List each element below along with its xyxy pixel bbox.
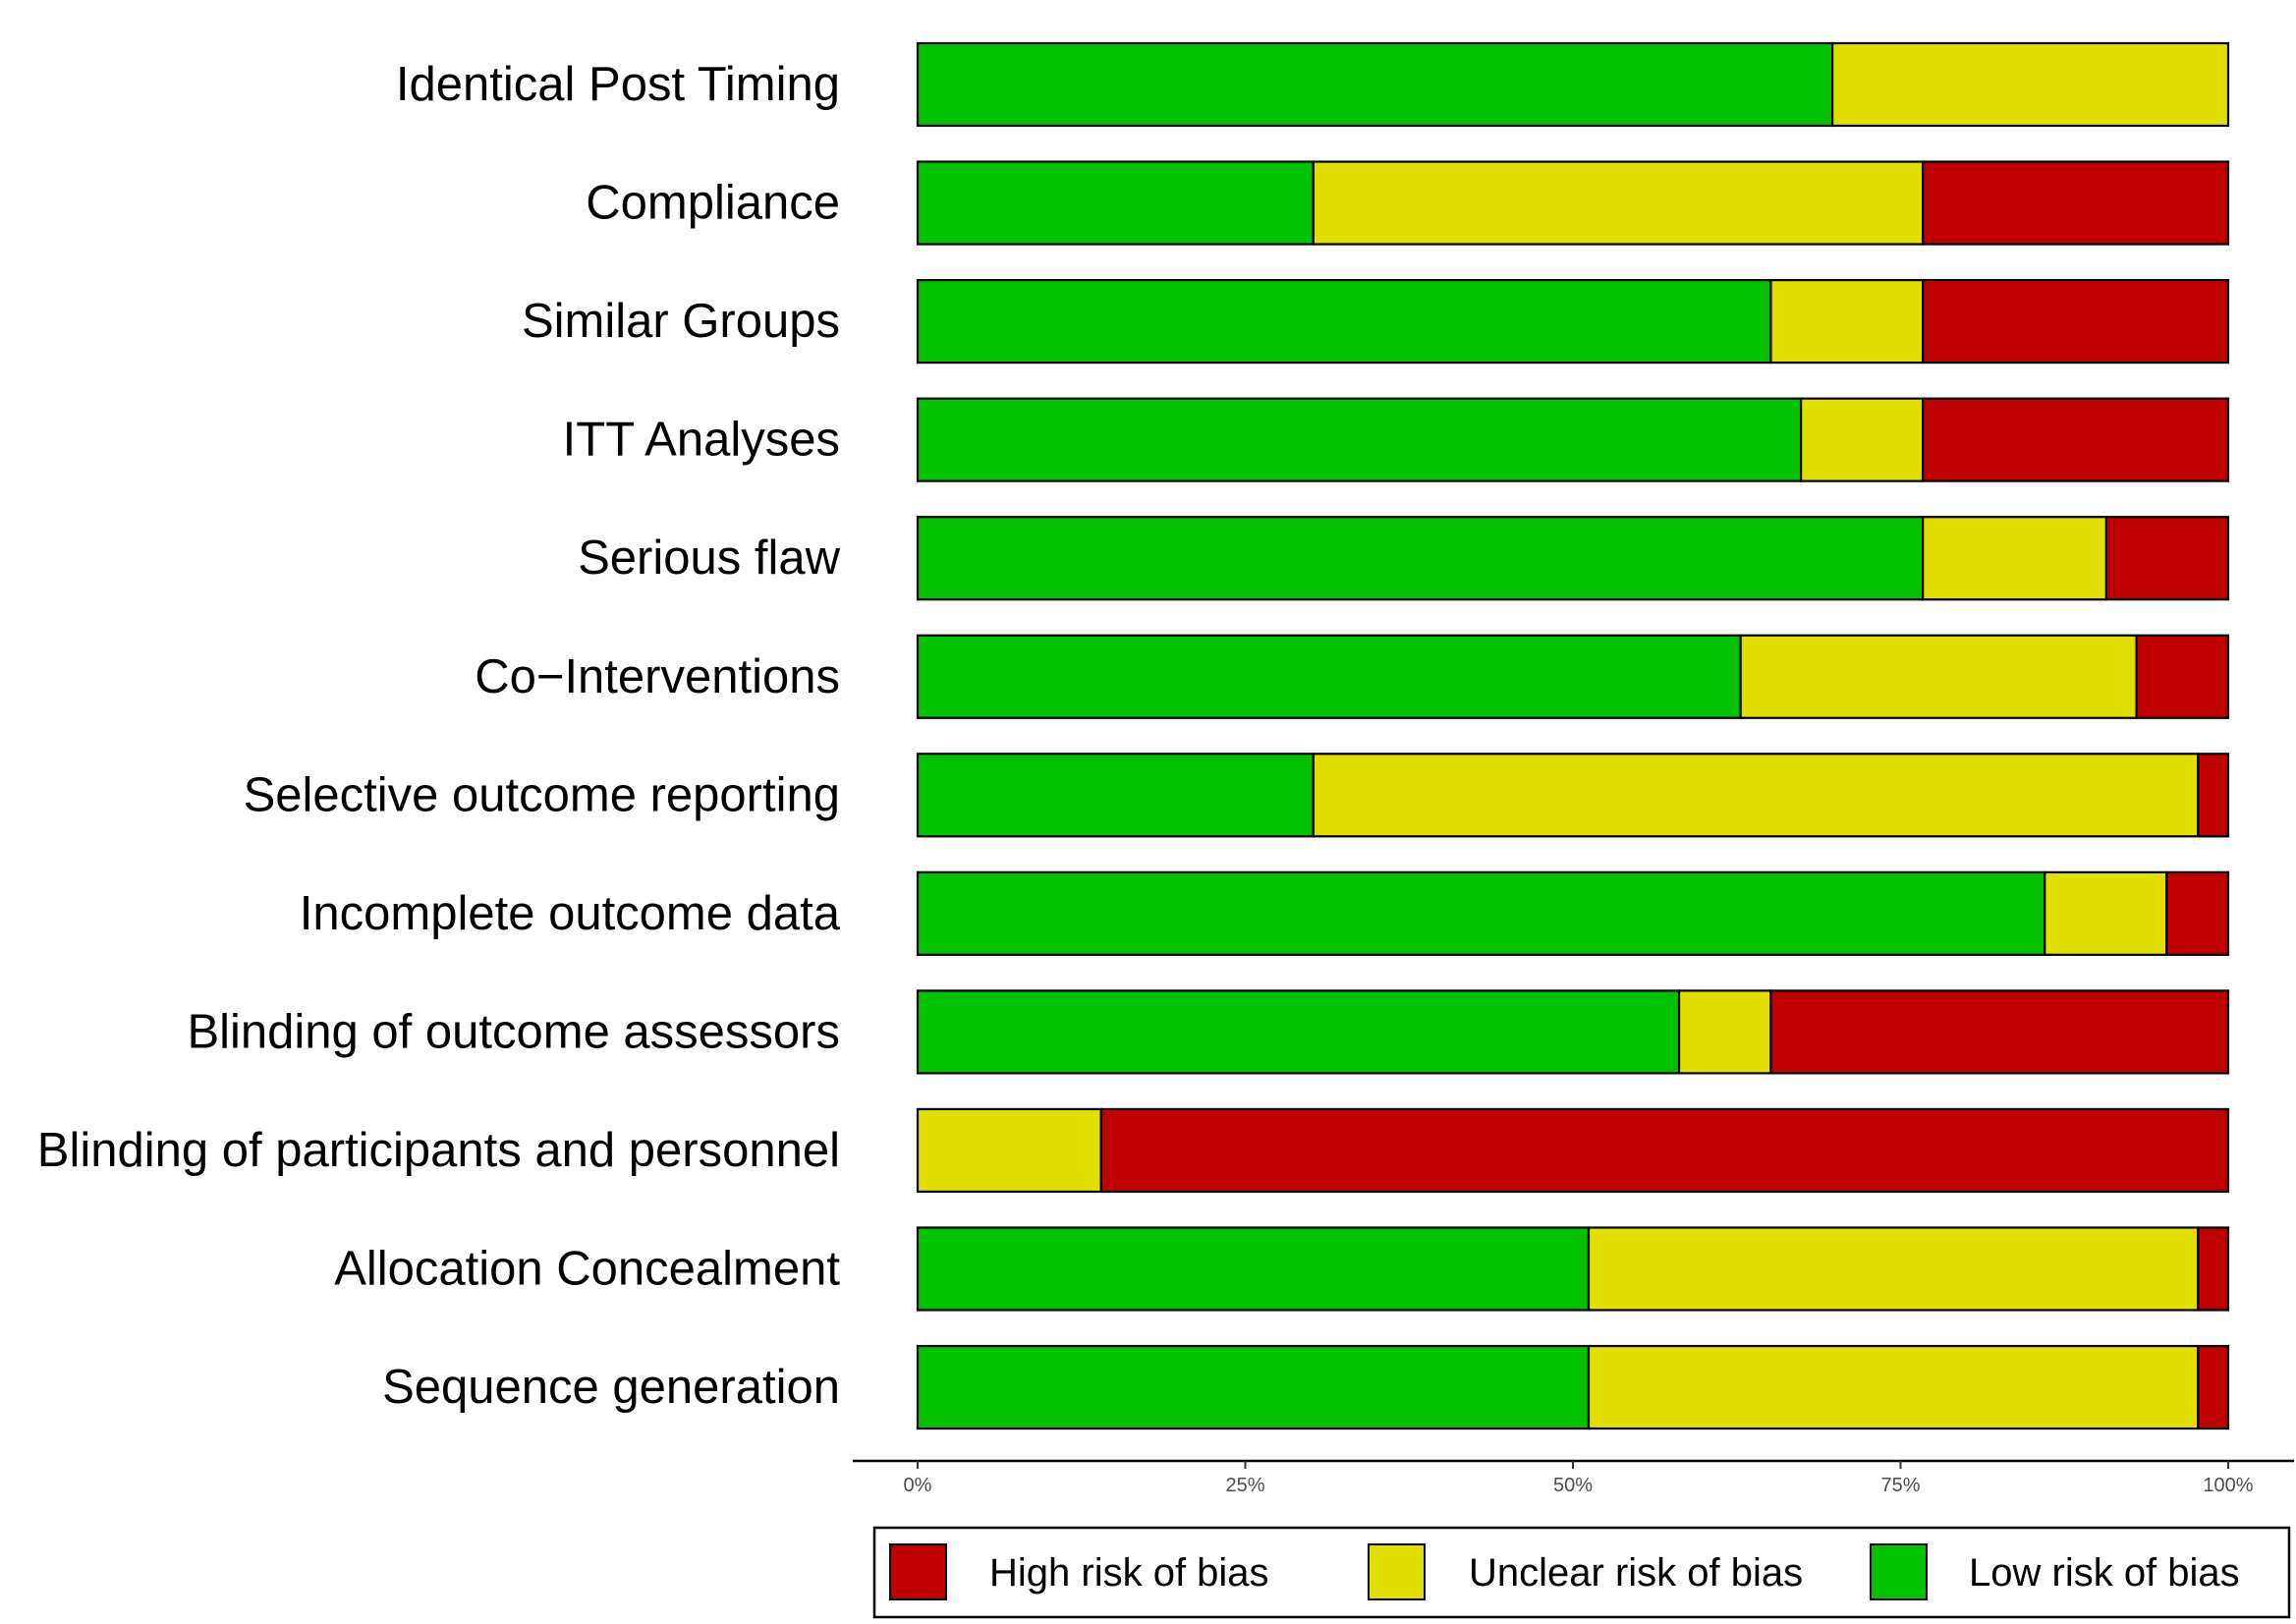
bar-segment-high-risk-of-bias <box>2197 1226 2230 1312</box>
bar-segment-low-risk-of-bias <box>916 1226 1591 1312</box>
category-label: Sequence generation <box>382 1361 840 1414</box>
x-tick-label: 0% <box>904 1475 932 1496</box>
x-tick-label: 100% <box>2203 1475 2253 1496</box>
legend-key-low-risk-of-bias <box>1870 1543 1928 1600</box>
category-label: Co−Interventions <box>475 650 840 703</box>
bar-segment-unclear-risk-of-bias <box>1831 41 2230 128</box>
bar-segment-low-risk-of-bias <box>916 397 1803 482</box>
bar-segment-high-risk-of-bias <box>1922 160 2230 246</box>
bar-segment-unclear-risk-of-bias <box>1769 279 1925 364</box>
category-label: ITT Analyses <box>563 414 840 467</box>
category-labels: Identical Post Timing Compliance Similar G… <box>37 58 841 1414</box>
bar-segment-high-risk-of-bias <box>1922 279 2230 364</box>
bar-segment-unclear-risk-of-bias <box>1677 989 1772 1075</box>
category-label: Similar Groups <box>522 295 840 348</box>
x-tick-label: 25% <box>1225 1475 1264 1496</box>
bar-segment-unclear-risk-of-bias <box>1922 516 2108 601</box>
bar-segment-low-risk-of-bias <box>916 279 1772 364</box>
bar-segment-unclear-risk-of-bias <box>916 1107 1102 1194</box>
bar-segment-low-risk-of-bias <box>916 753 1315 838</box>
legend-label: Low risk of bias <box>1969 1551 2240 1595</box>
bar-segment-unclear-risk-of-bias <box>1587 1344 2200 1430</box>
legend-key-unclear-risk-of-bias <box>1368 1543 1426 1600</box>
bar-segment-unclear-risk-of-bias <box>1800 397 1925 482</box>
legend-label: High risk of bias <box>989 1551 1269 1595</box>
bar-segment-low-risk-of-bias <box>916 989 1681 1075</box>
bar-segment-low-risk-of-bias <box>916 41 1834 128</box>
x-axis: 0% 25% 50% 75% 100% <box>853 1459 2294 1496</box>
bar-segment-high-risk-of-bias <box>1922 397 2230 482</box>
category-label: Selective outcome reporting <box>244 768 840 821</box>
bar-segment-unclear-risk-of-bias <box>1312 753 2200 838</box>
bar-segment-unclear-risk-of-bias <box>1739 634 2138 719</box>
x-tick-label: 75% <box>1880 1475 1920 1496</box>
category-label: Blinding of outcome assessors <box>187 1005 840 1058</box>
category-label: Identical Post Timing <box>396 58 840 111</box>
category-label: Compliance <box>586 177 840 230</box>
category-label: Allocation Concealment <box>334 1243 840 1296</box>
bar-segment-low-risk-of-bias <box>916 634 1742 719</box>
legend: High risk of bias Unclear risk of bias Low… <box>872 1526 2291 1619</box>
bar-segment-low-risk-of-bias <box>916 870 2046 956</box>
x-tick-label: 50% <box>1553 1475 1593 1496</box>
bar-segment-low-risk-of-bias <box>916 1344 1591 1430</box>
bar-segment-high-risk-of-bias <box>2197 1344 2230 1430</box>
category-label: Blinding of participants and personnel <box>37 1124 840 1177</box>
bar-segment-high-risk-of-bias <box>2165 870 2230 956</box>
legend-box <box>872 1526 2291 1619</box>
bar-segment-high-risk-of-bias <box>2104 516 2230 601</box>
category-label: Incomplete outcome data <box>300 887 841 940</box>
bar-segment-low-risk-of-bias <box>916 160 1315 246</box>
legend-key-high-risk-of-bias <box>889 1543 947 1600</box>
bar-segment-high-risk-of-bias <box>2135 634 2230 719</box>
bar-segment-unclear-risk-of-bias <box>2044 870 2168 956</box>
category-label: Serious flaw <box>578 532 841 585</box>
bar-segment-unclear-risk-of-bias <box>1312 160 1925 246</box>
bar-segment-high-risk-of-bias <box>2197 753 2230 838</box>
bar-segment-high-risk-of-bias <box>1769 989 2230 1075</box>
legend-label: Unclear risk of bias <box>1469 1551 1803 1595</box>
bar-segment-unclear-risk-of-bias <box>1587 1226 2200 1312</box>
bar-segment-low-risk-of-bias <box>916 516 1925 601</box>
bar-segment-high-risk-of-bias <box>1099 1107 2230 1194</box>
stacked-bars <box>916 41 2230 1430</box>
